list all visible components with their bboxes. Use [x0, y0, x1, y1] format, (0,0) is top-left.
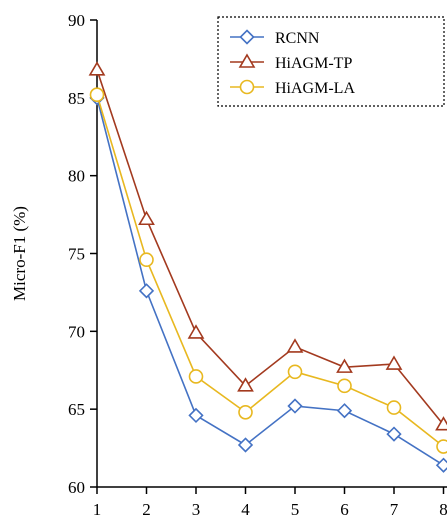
data-point-rcnn: [336, 403, 353, 419]
data-point-hiagm-la: [436, 439, 447, 454]
x-tick-label: 1: [93, 500, 102, 519]
data-point-hiagm-la: [89, 87, 105, 103]
data-point-hiagm-tp: [138, 210, 155, 226]
y-tick-label: 65: [68, 400, 85, 419]
data-point-hiagm-la: [386, 400, 402, 415]
y-tick-label: 70: [68, 322, 85, 341]
data-point-hiagm-tp: [88, 61, 106, 76]
x-tick-label: 4: [241, 500, 250, 519]
data-point-hiagm-la: [287, 364, 303, 380]
legend-marker-hiagm-la: [239, 79, 255, 95]
data-point-hiagm-tp: [187, 324, 205, 339]
data-point-hiagm-la: [188, 369, 204, 384]
data-point-hiagm-tp: [385, 355, 403, 370]
y-tick-label: 60: [68, 478, 85, 497]
x-tick-label: 2: [142, 500, 151, 519]
y-axis-label: Micro-F1 (%): [10, 206, 29, 301]
legend-label-hiagm-tp: HiAGM-TP: [275, 55, 352, 72]
data-point-hiagm-tp: [336, 358, 353, 373]
data-point-rcnn: [435, 457, 447, 473]
series-line-hiagm-la: [96, 94, 444, 448]
x-tick-label: 7: [390, 500, 399, 519]
legend-label-rcnn: RCNN: [275, 30, 320, 47]
series-line-rcnn: [96, 97, 444, 466]
legend-label-hiagm-la: HiAGM-LA: [275, 80, 355, 97]
series-hiagm-la: [89, 87, 447, 454]
y-tick-label: 80: [68, 167, 85, 186]
data-point-hiagm-la: [139, 252, 154, 268]
data-point-rcnn: [237, 437, 254, 453]
data-point-rcnn: [287, 398, 303, 414]
legend-marker-rcnn: [239, 29, 255, 45]
ticks: 60 65 70 75 80 85 90 1 2 3 4 5 6 7 8: [68, 11, 447, 519]
series-hiagm-tp: [88, 61, 447, 431]
legend: RCNN HiAGM-TP HiAGM-LA: [217, 16, 445, 107]
legend-marker-hiagm-tp: [238, 53, 256, 68]
data-point-hiagm-tp: [435, 416, 447, 431]
data-point-rcnn: [138, 283, 155, 299]
series-line-hiagm-tp: [96, 69, 445, 426]
y-tick-label: 75: [68, 245, 85, 264]
data-point-rcnn: [386, 426, 402, 442]
data-point-rcnn: [188, 407, 204, 424]
x-tick-label: 8: [439, 500, 447, 519]
data-point-hiagm-la: [238, 404, 253, 420]
series-layer: [88, 61, 447, 473]
x-tick-label: 3: [192, 500, 201, 519]
data-point-hiagm-la: [337, 378, 352, 394]
y-tick-label: 90: [68, 11, 85, 30]
x-tick-label: 5: [291, 500, 300, 519]
x-tick-label: 6: [340, 500, 349, 519]
data-point-hiagm-tp: [237, 377, 254, 392]
data-point-hiagm-tp: [286, 338, 304, 353]
y-tick-label: 85: [68, 89, 85, 108]
